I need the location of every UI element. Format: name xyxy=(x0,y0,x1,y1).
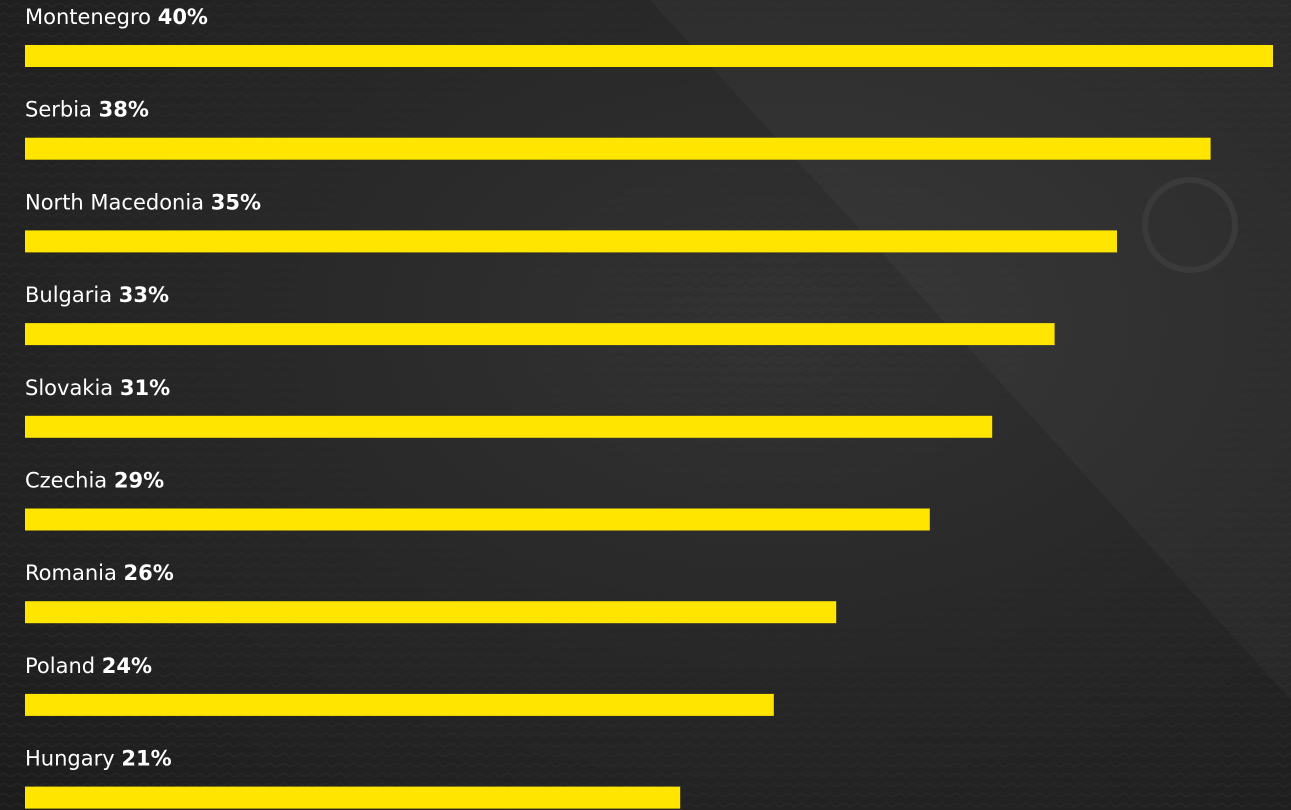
bar-label: Hungary 21% xyxy=(25,747,172,771)
category-label: Bulgaria xyxy=(25,283,112,307)
category-label: Poland xyxy=(25,654,95,678)
bar-label: Poland 24% xyxy=(25,654,152,678)
bar-label: Slovakia 31% xyxy=(25,376,170,400)
bar xyxy=(25,508,930,531)
value-label: 26% xyxy=(124,561,174,585)
value-label: 33% xyxy=(119,283,169,307)
value-label: 35% xyxy=(211,190,261,214)
bar-label: North Macedonia 35% xyxy=(25,190,261,214)
bar xyxy=(25,693,774,716)
bar xyxy=(25,601,837,624)
bar xyxy=(25,415,993,438)
bar xyxy=(25,137,1211,160)
category-label: North Macedonia xyxy=(25,190,204,214)
bar xyxy=(25,45,1273,67)
category-label: Montenegro xyxy=(25,5,151,29)
bar xyxy=(25,323,1055,346)
category-label: Serbia xyxy=(25,98,92,122)
category-label: Romania xyxy=(25,561,117,585)
value-label: 38% xyxy=(99,98,149,122)
bar-label: Romania 26% xyxy=(25,561,174,585)
bar-label: Czechia 29% xyxy=(25,469,164,493)
category-label: Hungary xyxy=(25,747,115,771)
category-label: Czechia xyxy=(25,469,107,493)
bar-label: Montenegro 40% xyxy=(25,5,208,29)
value-label: 40% xyxy=(158,5,208,29)
bar-label: Serbia 38% xyxy=(25,98,149,122)
background-eye xyxy=(1142,177,1238,273)
value-label: 21% xyxy=(121,747,171,771)
value-label: 29% xyxy=(114,469,164,493)
bar xyxy=(25,230,1117,253)
bar-label: Bulgaria 33% xyxy=(25,283,169,307)
value-label: 24% xyxy=(102,654,152,678)
bar xyxy=(25,786,681,809)
category-label: Slovakia xyxy=(25,376,113,400)
value-label: 31% xyxy=(120,376,170,400)
